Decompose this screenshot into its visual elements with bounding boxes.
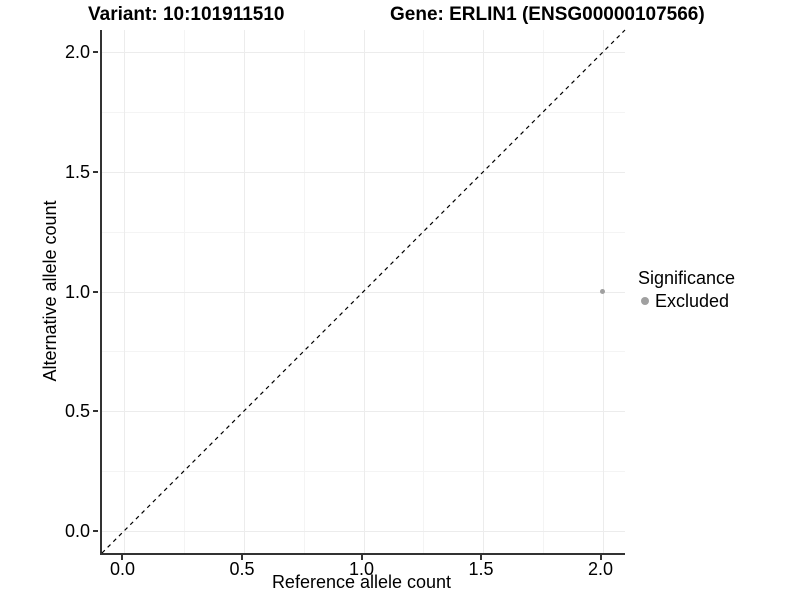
x-tick-label: 0.0 [109, 559, 135, 579]
legend-items: Excluded [638, 290, 735, 312]
y-tick-mark [93, 410, 98, 412]
legend: Significance Excluded [638, 267, 735, 312]
y-major-gridline [102, 530, 625, 532]
plot-panel [100, 29, 626, 555]
y-tick-label: 1.0 [64, 281, 90, 302]
x-tick-mark [599, 555, 602, 560]
y-major-gridline [102, 171, 625, 173]
y-tick-mark [93, 170, 98, 173]
y-tick-mark [93, 290, 98, 293]
x-tick-mark [360, 555, 363, 560]
y-tick-mark [93, 529, 98, 532]
x-tick-mark [240, 555, 243, 560]
x-tick-label: 2.0 [588, 559, 614, 579]
y-tick-label: 1.5 [64, 161, 90, 182]
legend-item-label: Excluded [655, 291, 730, 311]
x-axis-title: Reference allele count [271, 572, 452, 592]
identity-dashed-line [101, 29, 626, 554]
plot-title-variant: Variant: 10:101911510 [88, 4, 285, 25]
x-tick-mark [480, 555, 482, 560]
y-major-gridline [102, 411, 625, 412]
y-major-gridline [102, 52, 625, 54]
x-tick-mark [121, 555, 124, 560]
x-tick-label: 1.0 [348, 559, 375, 579]
legend-title: Significance [638, 268, 736, 288]
legend-key-dot [641, 297, 649, 305]
x-tick-label: 0.5 [229, 559, 255, 579]
plot-title-gene: Gene: ERLIN1 (ENSG00000107566) [390, 4, 705, 25]
x-tick-label: 1.5 [468, 559, 494, 579]
y-tick-label: 0.0 [64, 520, 90, 541]
legend-item: Excluded [638, 290, 735, 312]
y-tick-mark [93, 51, 98, 54]
y-tick-label: 2.0 [64, 42, 90, 63]
data-point [600, 289, 606, 294]
y-tick-label: 0.5 [64, 401, 90, 421]
